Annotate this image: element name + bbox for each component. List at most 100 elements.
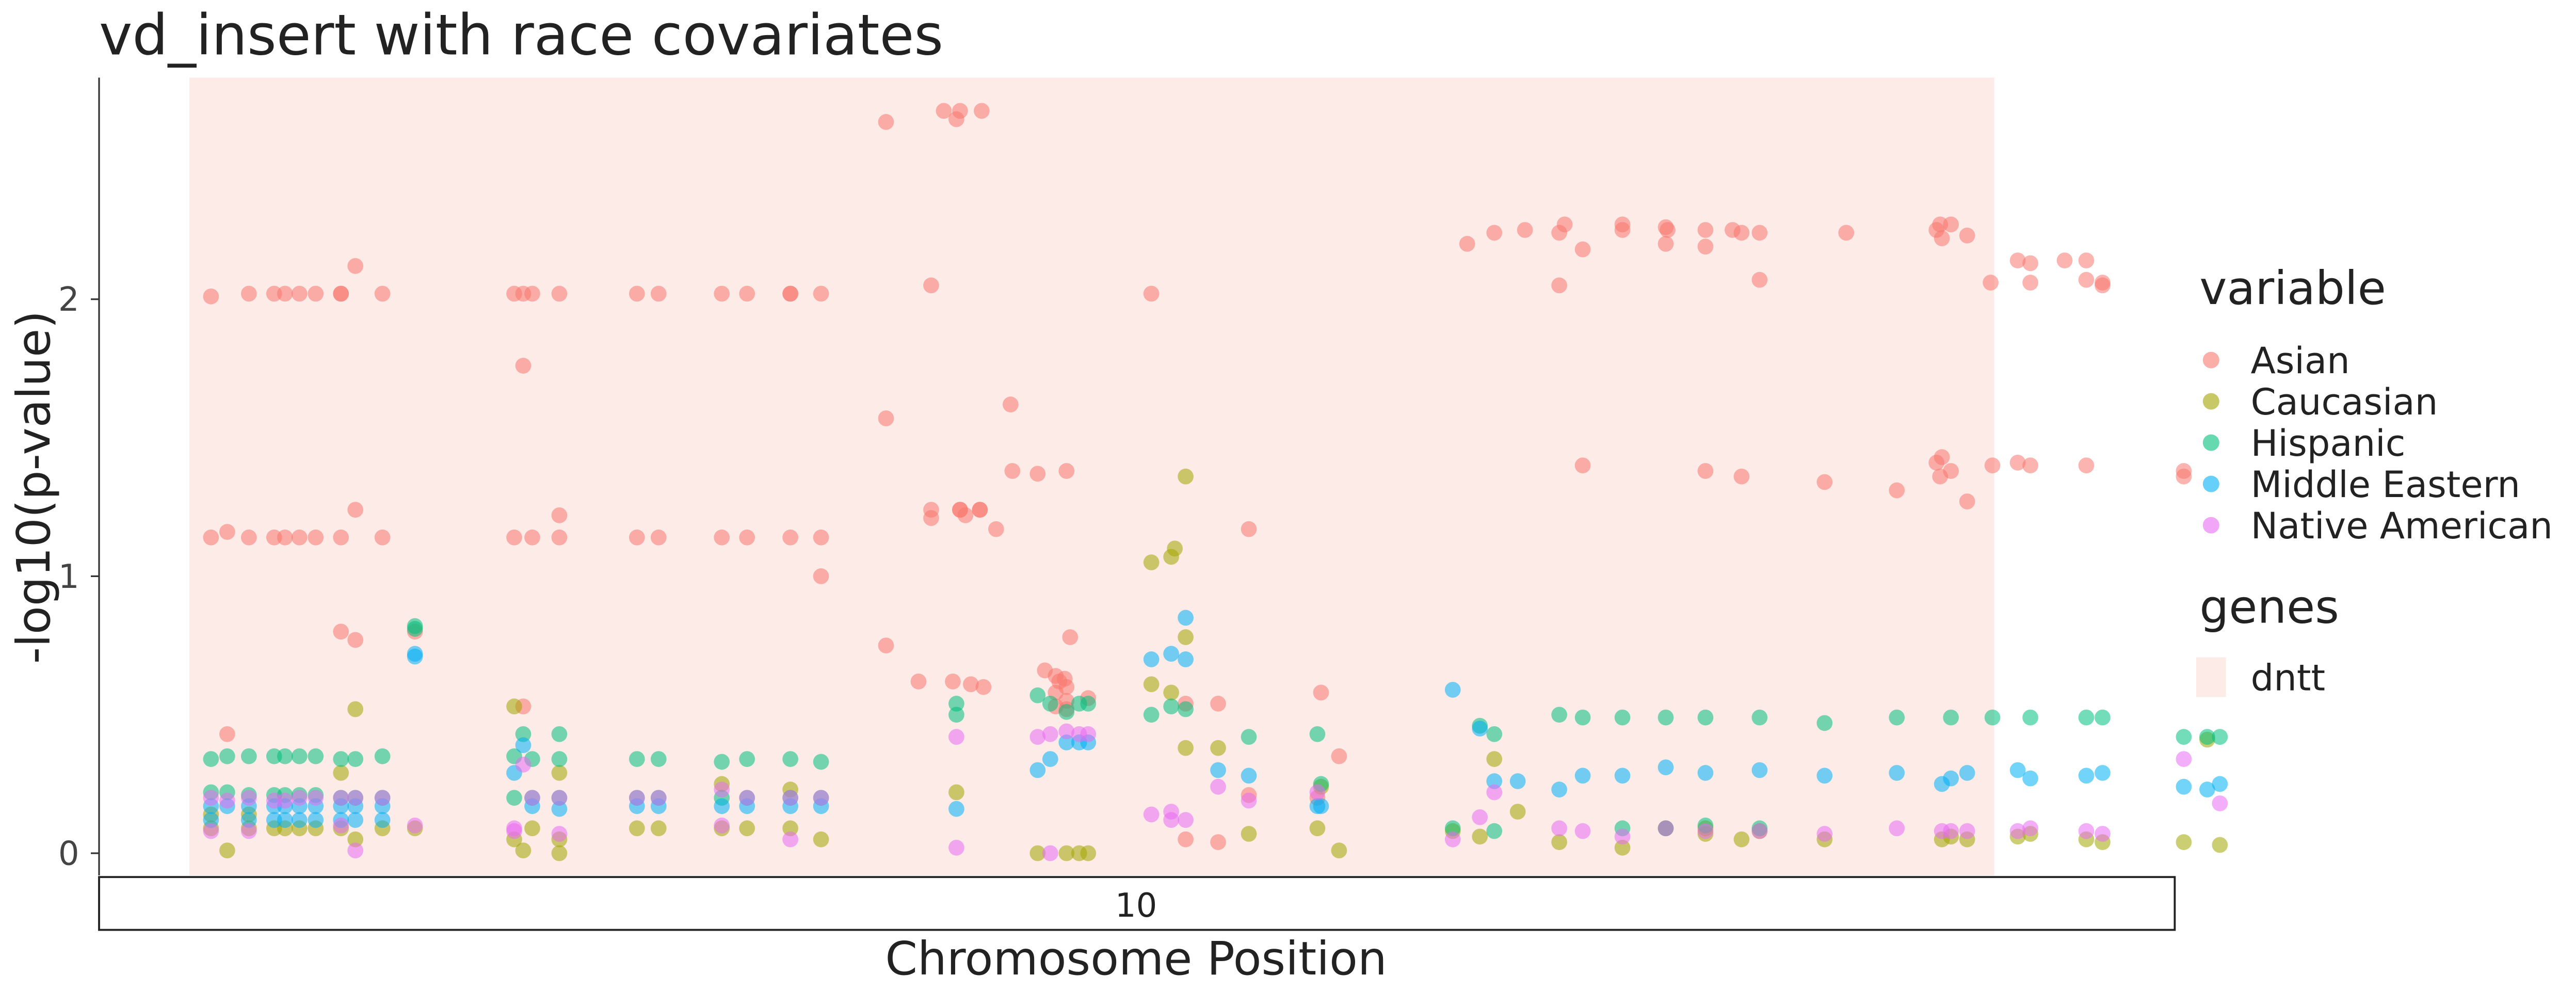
data-point	[1751, 823, 1768, 839]
legend-title-genes: genes	[2199, 580, 2339, 634]
data-point	[1029, 729, 1046, 745]
legend-label: Caucasian	[2251, 381, 2438, 423]
data-point	[2022, 255, 2038, 271]
data-point	[1614, 216, 1631, 233]
data-point	[2009, 252, 2026, 268]
data-point	[219, 524, 235, 540]
gene-region-dntt	[189, 77, 1994, 875]
data-point	[551, 285, 568, 302]
data-point	[407, 646, 423, 662]
data-point	[291, 529, 308, 546]
data-point	[277, 529, 293, 546]
data-point	[347, 632, 364, 648]
data-point	[972, 502, 988, 518]
y-tick-label: 2	[58, 281, 79, 319]
data-point	[240, 748, 257, 764]
data-point	[1210, 695, 1226, 712]
data-point	[203, 289, 219, 305]
data-point	[1163, 684, 1180, 701]
data-point	[1309, 726, 1326, 742]
data-point	[782, 529, 798, 546]
legend-key	[2202, 351, 2219, 369]
data-point	[219, 842, 235, 859]
data-point	[1551, 820, 1568, 837]
data-point	[291, 748, 308, 764]
data-point	[2078, 709, 2095, 726]
data-point	[1486, 823, 1503, 839]
data-point	[1444, 682, 1461, 698]
data-point	[277, 812, 293, 828]
data-point	[347, 751, 364, 767]
data-point	[333, 529, 349, 546]
legend-label: Native American	[2251, 505, 2553, 547]
data-point	[1816, 768, 1833, 784]
data-point	[2176, 834, 2192, 850]
data-point	[1058, 845, 1075, 861]
data-point	[1551, 707, 1568, 723]
data-point	[1241, 792, 1257, 809]
data-point	[2022, 275, 2038, 291]
plot-panel: 0 1 2	[58, 77, 2228, 876]
data-point	[714, 818, 730, 834]
data-point	[1816, 826, 1833, 842]
data-point	[1472, 828, 1488, 845]
data-point	[1210, 740, 1226, 756]
data-point	[203, 790, 219, 806]
data-point	[1816, 474, 1833, 490]
data-point	[551, 507, 568, 523]
data-point	[1733, 831, 1750, 848]
data-point	[1486, 225, 1503, 241]
data-point	[506, 529, 522, 546]
legend-key	[2202, 393, 2219, 410]
data-point	[945, 673, 961, 690]
data-point	[1062, 629, 1078, 645]
data-point	[1163, 812, 1180, 828]
data-point	[1178, 701, 1194, 717]
data-point	[2022, 770, 2038, 787]
data-point	[1163, 698, 1180, 714]
data-point	[2212, 795, 2228, 811]
data-point	[203, 529, 219, 546]
data-point	[266, 285, 282, 302]
data-point	[923, 277, 939, 294]
data-point	[1210, 778, 1226, 795]
data-point	[878, 637, 894, 653]
data-point	[374, 790, 391, 806]
data-point	[739, 751, 755, 767]
data-point	[1029, 845, 1046, 861]
data-point	[308, 529, 324, 546]
data-point	[1178, 610, 1194, 626]
data-point	[1058, 679, 1075, 695]
data-point	[782, 831, 798, 848]
data-point	[1660, 222, 1676, 238]
data-point	[2022, 709, 2038, 726]
data-point	[266, 812, 282, 828]
data-point	[813, 790, 829, 806]
data-point	[2022, 820, 2038, 837]
data-point	[629, 529, 645, 546]
data-point	[2078, 768, 2095, 784]
data-point	[551, 801, 568, 817]
data-point	[277, 285, 293, 302]
data-point	[2095, 709, 2111, 726]
data-point	[1058, 704, 1075, 720]
data-point	[650, 820, 667, 837]
data-point	[240, 812, 257, 828]
data-point	[1241, 768, 1257, 784]
data-point	[1932, 468, 1949, 485]
data-point	[1751, 709, 1768, 726]
data-point	[2212, 776, 2228, 792]
data-point	[266, 792, 282, 809]
data-point	[1959, 823, 1975, 839]
data-point	[1838, 225, 1855, 241]
data-point	[1751, 225, 1768, 241]
data-point	[2199, 781, 2215, 797]
data-point	[1889, 820, 1905, 837]
data-point	[1984, 457, 2001, 474]
data-point	[1058, 734, 1075, 750]
data-point	[551, 790, 568, 806]
data-point	[1959, 765, 1975, 781]
data-point	[1163, 646, 1180, 662]
data-point	[1509, 804, 1526, 820]
